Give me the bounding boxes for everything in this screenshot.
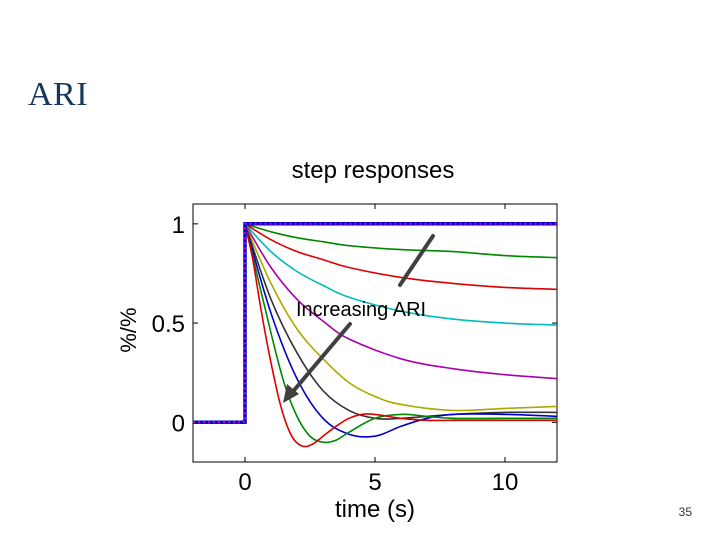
response-line-5 — [244, 223, 557, 412]
response-line-4 — [244, 223, 557, 380]
x-tick-label: 0 — [238, 469, 251, 496]
step-input-dots — [193, 222, 557, 424]
slide-title: ARI — [28, 76, 89, 113]
plot-frame — [192, 203, 558, 463]
y-tick-label: 0 — [172, 410, 185, 437]
page-number: 35 — [678, 505, 692, 519]
x-axis-label: time (s) — [335, 496, 415, 523]
y-tick-label: 0.5 — [152, 311, 185, 338]
x-tick-label: 10 — [492, 469, 519, 496]
y-tick-label: 1 — [172, 212, 185, 239]
y-axis-label: %/% — [116, 307, 141, 352]
response-line-7 — [244, 223, 557, 438]
response-line-2 — [244, 223, 557, 291]
annotation-arrowhead — [283, 384, 299, 403]
response-line-8 — [244, 223, 557, 444]
x-tick-label: 5 — [368, 469, 381, 496]
response-line-3 — [244, 223, 557, 326]
annotation-text: Increasing ARI — [296, 299, 426, 321]
response-line-1 — [244, 223, 557, 259]
chart-title: step responses — [292, 157, 455, 184]
response-line-9 — [244, 223, 557, 448]
annotation-arrow-lower — [288, 322, 352, 397]
annotation-arrow-upper — [398, 234, 435, 287]
